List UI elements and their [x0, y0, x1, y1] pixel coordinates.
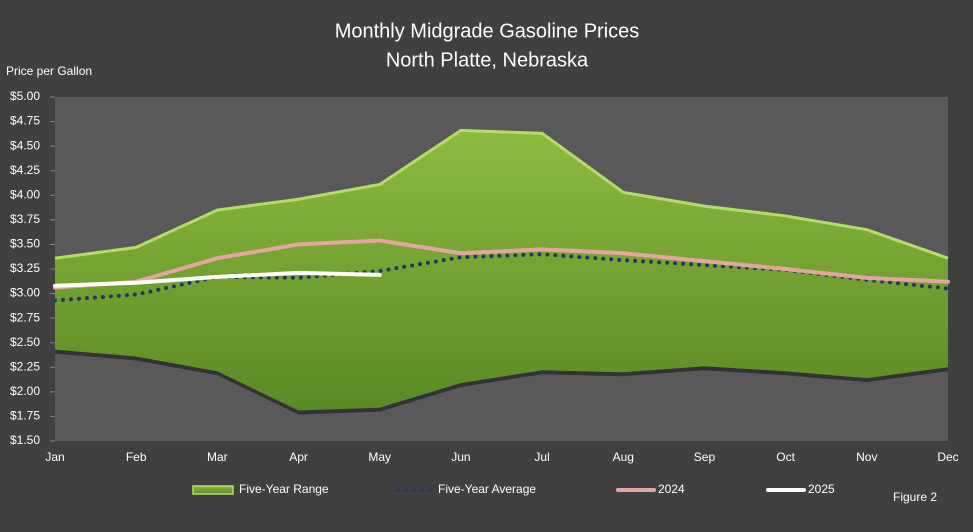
- y-tick-label: $3.75: [10, 212, 40, 226]
- y-tick-label: $3.00: [10, 286, 40, 300]
- x-tick-label: Aug: [613, 450, 634, 464]
- x-tick-label: Nov: [856, 450, 877, 464]
- series-line: [53, 270, 382, 288]
- x-tick-label: Dec: [937, 450, 958, 464]
- range-band: [55, 130, 948, 411]
- y-tick-label: $1.50: [10, 433, 40, 447]
- x-tick-label: Sep: [694, 450, 716, 464]
- x-tick-label: Jun: [451, 450, 470, 464]
- figure-note: Figure 2: [893, 490, 937, 504]
- chart-title: Monthly Midgrade Gasoline Prices: [335, 20, 640, 42]
- y-axis-label: Price per Gallon: [6, 64, 92, 78]
- x-tick-label: Mar: [207, 450, 228, 464]
- legend-label: 2024: [658, 482, 685, 496]
- legend-label: Five-Year Average: [438, 482, 536, 496]
- range-shadow: [55, 349, 948, 415]
- y-tick-label: $1.75: [10, 409, 40, 423]
- y-tick-label: $2.75: [10, 310, 40, 324]
- x-tick-label: Feb: [126, 450, 147, 464]
- x-tick-label: Jan: [45, 450, 64, 464]
- chart-subtitle: North Platte, Nebraska: [386, 49, 589, 71]
- y-tick-label: $4.75: [10, 114, 40, 128]
- legend-swatch: [192, 485, 234, 495]
- y-tick-label: $4.50: [10, 138, 40, 152]
- x-tick-label: May: [368, 450, 391, 464]
- legend-label: Five-Year Range: [239, 482, 329, 496]
- x-tick-label: Oct: [776, 450, 795, 464]
- y-tick-label: $5.00: [10, 89, 40, 103]
- y-tick-label: $4.00: [10, 187, 40, 201]
- y-tick-label: $2.25: [10, 359, 40, 373]
- x-tick-label: Jul: [534, 450, 549, 464]
- y-tick-label: $2.50: [10, 335, 40, 349]
- range-edge: [54, 128, 949, 260]
- y-tick-label: $2.00: [10, 384, 40, 398]
- legend-label: 2025: [808, 482, 835, 496]
- y-tick-label: $4.25: [10, 163, 40, 177]
- series-line: [53, 238, 950, 290]
- y-tick-label: $3.25: [10, 261, 40, 275]
- y-tick-label: $3.50: [10, 237, 40, 251]
- x-tick-label: Apr: [289, 450, 308, 464]
